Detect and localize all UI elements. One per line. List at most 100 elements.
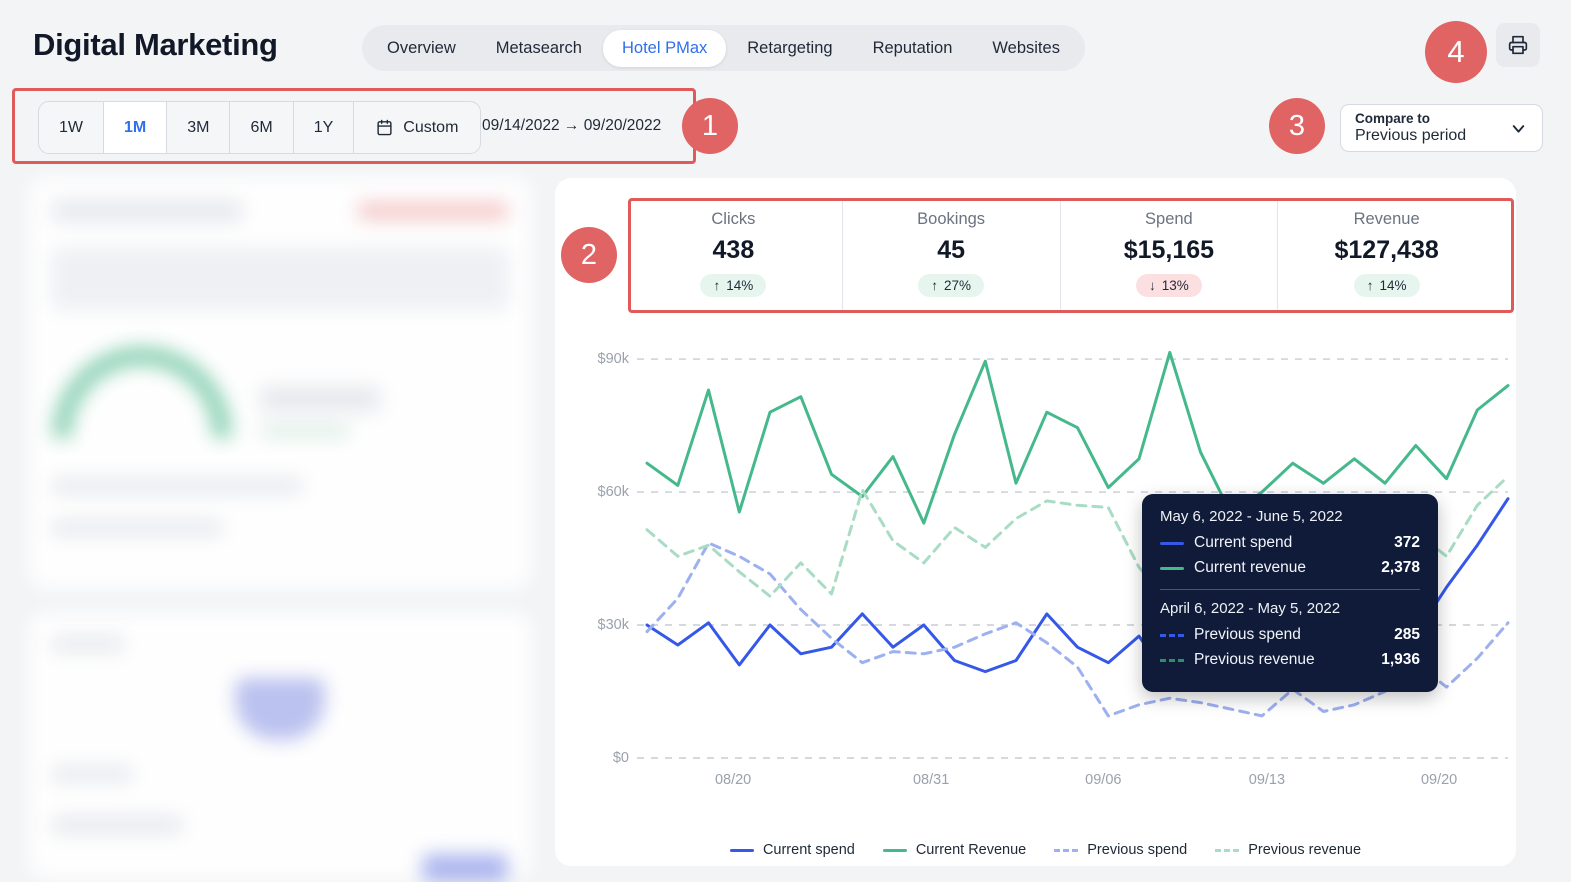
kpi-delta-arrow-icon: ↑ xyxy=(931,278,938,293)
legend-swatch xyxy=(1054,848,1079,852)
tooltip-previous-period: April 6, 2022 - May 5, 2022 xyxy=(1160,600,1341,617)
y-tick-label: $60k xyxy=(597,484,629,501)
y-tick-label: $30k xyxy=(597,617,629,633)
x-tick-label: 09/06 xyxy=(1085,772,1122,788)
date-range-segmented-control[interactable]: 1W 1M 3M 6M 1Y Custom xyxy=(38,101,482,154)
tooltip-row: Previous spend 285 xyxy=(1160,626,1420,644)
range-button-1w[interactable]: 1W xyxy=(39,102,104,153)
tab-overview[interactable]: Overview xyxy=(387,38,456,57)
tooltip-series-swatch xyxy=(1160,541,1184,545)
kpi-delta-arrow-icon: ↓ xyxy=(1148,278,1156,293)
tooltip-series-swatch xyxy=(1160,566,1184,570)
range-button-1y[interactable]: 1Y xyxy=(294,102,355,153)
custom-range-label: Custom xyxy=(403,118,459,136)
legend-label: Current Revenue xyxy=(915,842,1027,858)
kpi-delta-badge: ↑ 14% xyxy=(1353,274,1420,297)
annotation-badge-3: 3 xyxy=(1269,98,1325,154)
kpi-clicks: Clicks 438 ↑ 14% xyxy=(625,200,843,310)
calendar-icon xyxy=(377,119,392,136)
kpi-delta-arrow-icon: ↑ xyxy=(1366,278,1374,293)
tab-retargeting[interactable]: Retargeting xyxy=(747,38,833,57)
compare-to-dropdown[interactable]: Compare to Previous period xyxy=(1340,104,1543,152)
page-title: Digital Marketing xyxy=(33,27,278,62)
compare-to-label: Compare to xyxy=(1355,111,1431,127)
legend-item-previous-revenue[interactable]: Previous revenue xyxy=(1215,842,1361,858)
kpi-label: Spend xyxy=(1145,210,1193,228)
tooltip-divider xyxy=(1160,589,1420,590)
kpi-delta-value: 27% xyxy=(943,278,972,293)
custom-range-button[interactable]: Custom xyxy=(354,102,480,153)
tooltip-series-name: Previous revenue xyxy=(1194,651,1315,668)
kpi-value: 438 xyxy=(712,236,755,264)
kpi-delta-value: 14% xyxy=(1379,278,1407,293)
tooltip-row: Previous revenue 1,936 xyxy=(1160,651,1420,669)
kpi-bookings: Bookings 45 ↑ 27% xyxy=(843,200,1061,310)
legend-item-current-revenue[interactable]: Current Revenue xyxy=(882,842,1027,858)
tooltip-row: Current spend 372 xyxy=(1160,534,1420,552)
selected-date-range: 09/14/2022 → 09/20/2022 xyxy=(482,117,662,134)
kpi-spend: Spend $15,165 ↓ 13% xyxy=(1061,200,1279,310)
kpi-revenue: Revenue $127,438 ↑ 14% xyxy=(1278,200,1495,310)
legend-swatch xyxy=(1215,848,1240,852)
blurred-side-panel xyxy=(30,178,530,882)
kpi-value: 45 xyxy=(937,236,966,264)
tooltip-series-name: Previous spend xyxy=(1194,626,1301,643)
tooltip-series-value: 372 xyxy=(1394,534,1420,551)
annotation-badge-4: 4 xyxy=(1425,21,1487,83)
legend-item-current-spend[interactable]: Current spend xyxy=(729,842,855,858)
kpi-row: Clicks 438 ↑ 14% Bookings 45 ↑ 27% Spend $15,165 ↓… xyxy=(625,200,1495,310)
kpi-delta-value: 13% xyxy=(1161,278,1189,293)
blurred-card-bottom xyxy=(30,614,530,882)
x-tick-label: 09/13 xyxy=(1248,772,1286,788)
blurred-card-top xyxy=(30,178,530,588)
tooltip-series-value: 2,378 xyxy=(1381,559,1420,576)
kpi-delta-value: 14% xyxy=(726,278,754,293)
tooltip-row: Current revenue 2,378 xyxy=(1160,559,1420,577)
tooltip-series-name: Current spend xyxy=(1194,534,1293,551)
tooltip-series-value: 1,936 xyxy=(1381,651,1420,668)
kpi-value: $15,165 xyxy=(1123,236,1215,264)
tab-websites[interactable]: Websites xyxy=(992,38,1060,57)
tooltip-series-value: 285 xyxy=(1394,626,1420,643)
range-button-3m[interactable]: 3M xyxy=(167,102,231,153)
y-tick-label: $0 xyxy=(612,750,629,766)
legend-label: Current spend xyxy=(762,842,855,858)
legend-swatch xyxy=(729,848,754,852)
x-tick-label: 08/20 xyxy=(714,772,752,788)
chevron-down-icon xyxy=(1512,124,1525,133)
kpi-label: Bookings xyxy=(917,210,986,228)
tab-hotel-pmax[interactable]: Hotel PMax xyxy=(602,29,727,67)
printer-icon xyxy=(1508,35,1528,55)
filter-toolbar: 1W 1M 3M 6M 1Y Custom 09/14/2022 → 09/20/2022… xyxy=(0,88,1571,168)
kpi-delta-badge: ↑ 27% xyxy=(918,274,985,297)
compare-to-value: Previous period xyxy=(1355,126,1467,144)
legend-label: Previous spend xyxy=(1087,842,1188,858)
annotation-badge-1: 1 xyxy=(682,98,738,154)
tooltip-current-period: May 6, 2022 - June 5, 2022 xyxy=(1160,508,1343,525)
x-tick-label: 08/31 xyxy=(912,772,950,788)
kpi-label: Clicks xyxy=(711,210,756,228)
legend-item-previous-spend[interactable]: Previous spend xyxy=(1054,842,1187,858)
annotation-badge-2: 2 xyxy=(561,227,617,283)
tab-metasearch[interactable]: Metasearch xyxy=(495,38,582,57)
kpi-delta-badge: ↓ 13% xyxy=(1135,274,1202,297)
tooltip-series-name: Current revenue xyxy=(1194,559,1307,576)
app-header: Digital Marketing Overview Metasearch Hote… xyxy=(0,0,1571,90)
chart-legend: Current spend Current Revenue Previous spe… xyxy=(575,842,1516,858)
tab-reputation[interactable]: Reputation xyxy=(872,38,953,57)
legend-swatch xyxy=(882,848,907,852)
range-button-1m[interactable]: 1M xyxy=(104,102,168,153)
tooltip-series-swatch xyxy=(1160,633,1184,637)
kpi-delta-badge: ↑ 14% xyxy=(700,274,767,297)
range-button-6m[interactable]: 6M xyxy=(230,102,294,153)
print-button[interactable] xyxy=(1496,23,1540,67)
series-line-current-revenue xyxy=(645,350,1510,525)
chart-tooltip: May 6, 2022 - June 5, 2022 Current spend… xyxy=(1142,494,1438,692)
tab-bar: Overview Metasearch Hotel PMax Retargeting R… xyxy=(362,25,1085,71)
series-line-previous-spend xyxy=(645,541,1510,718)
kpi-label: Revenue xyxy=(1353,210,1420,228)
kpi-value: $127,438 xyxy=(1334,236,1439,264)
legend-label: Previous revenue xyxy=(1248,842,1362,858)
tooltip-series-swatch xyxy=(1160,658,1184,662)
